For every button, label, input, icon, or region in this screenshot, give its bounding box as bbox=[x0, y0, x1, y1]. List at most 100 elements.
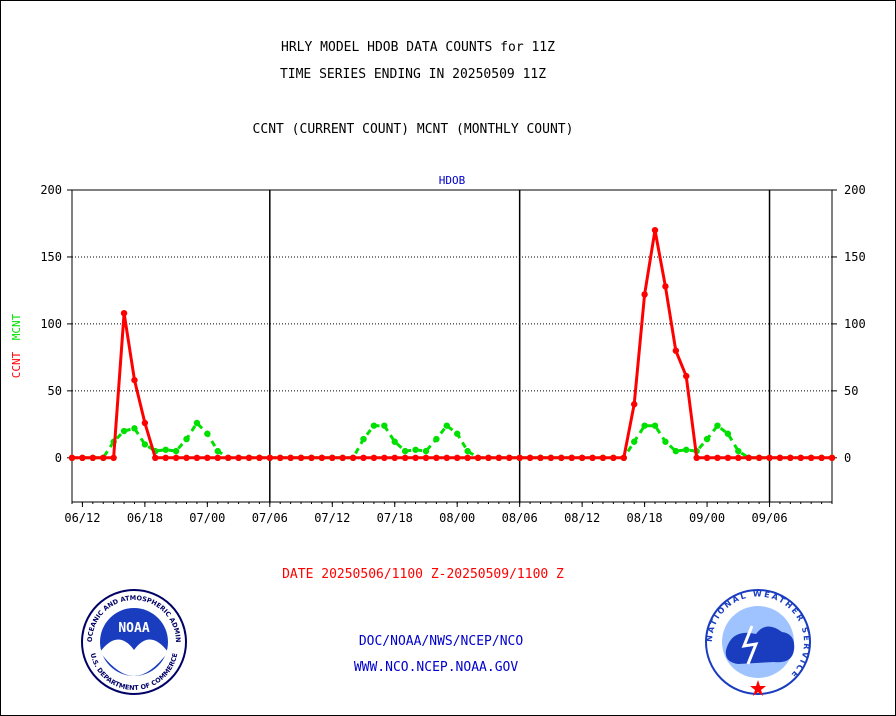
date-range-label: DATE 20250506/1100 Z-20250509/1100 Z bbox=[282, 567, 564, 582]
mcnt-point bbox=[401, 447, 409, 455]
ccnt-point bbox=[537, 454, 544, 462]
ccnt-point bbox=[516, 454, 523, 462]
mcnt-point bbox=[703, 435, 711, 443]
x-tick-label: 06/18 bbox=[127, 511, 163, 525]
mcnt-point bbox=[662, 438, 669, 445]
panel-label: HDOB bbox=[439, 174, 466, 187]
x-tick-label: 08/06 bbox=[502, 511, 538, 525]
ccnt-point bbox=[381, 454, 388, 462]
ccnt-point bbox=[745, 454, 752, 462]
ccnt-point bbox=[703, 454, 711, 462]
x-tick-label: 09/00 bbox=[689, 511, 725, 525]
ccnt-point bbox=[235, 454, 242, 462]
mcnt-point bbox=[630, 438, 638, 445]
ccnt-point bbox=[787, 454, 794, 462]
ccnt-point bbox=[599, 454, 607, 462]
ccnt-point bbox=[339, 454, 346, 462]
x-tick-label: 07/06 bbox=[252, 511, 288, 525]
mcnt-point bbox=[360, 435, 367, 443]
x-tick-label: 07/12 bbox=[314, 511, 350, 525]
mcnt-point bbox=[422, 447, 430, 455]
ccnt-point bbox=[828, 454, 836, 462]
ccnt-point bbox=[297, 454, 305, 462]
mcnt-point bbox=[433, 435, 440, 443]
grid-lines bbox=[72, 256, 832, 392]
ccnt-point bbox=[412, 454, 419, 462]
ccnt-point bbox=[224, 454, 232, 462]
ccnt-point bbox=[495, 454, 503, 462]
ccnt-point bbox=[474, 454, 482, 462]
ccnt-point bbox=[766, 454, 773, 462]
chart-legend-description: CCNT (CURRENT COUNT) MCNT (MONTHLY COUNT… bbox=[253, 122, 574, 137]
y-tick-label-left: 200 bbox=[40, 183, 62, 197]
ccnt-point bbox=[641, 291, 648, 298]
nws-logo-icon: NATIONAL WEATHER SERVICE bbox=[705, 589, 811, 696]
ccnt-point bbox=[651, 226, 659, 234]
ccnt-point bbox=[79, 454, 86, 462]
ccnt-point bbox=[172, 454, 180, 462]
mcnt-point bbox=[412, 446, 419, 453]
ccnt-point bbox=[329, 454, 336, 462]
y-tick-label-right: 50 bbox=[844, 384, 858, 398]
ccnt-point bbox=[152, 454, 159, 462]
mcnt-point bbox=[454, 430, 461, 437]
mcnt-point bbox=[735, 447, 742, 455]
mcnt-point bbox=[370, 422, 378, 429]
ccnt-point bbox=[68, 454, 76, 462]
y-tick-label-left: 0 bbox=[55, 451, 62, 465]
mcnt-point bbox=[204, 430, 211, 437]
ccnt-point bbox=[693, 454, 700, 462]
ccnt-point bbox=[349, 454, 357, 462]
ccnt-point bbox=[672, 347, 680, 354]
mcnt-point bbox=[162, 446, 169, 453]
mcnt-point bbox=[464, 447, 471, 455]
mcnt-point bbox=[183, 435, 190, 443]
ccnt-point bbox=[776, 454, 784, 462]
ccnt-point bbox=[485, 454, 492, 462]
ccnt-point bbox=[610, 454, 617, 462]
x-tick-label: 08/18 bbox=[627, 511, 663, 525]
noaa-logo-text: NOAA bbox=[118, 621, 149, 636]
ccnt-point bbox=[454, 454, 461, 462]
mcnt-point bbox=[443, 422, 450, 429]
ccnt-point bbox=[266, 454, 274, 462]
ccnt-point bbox=[162, 454, 169, 462]
ccnt-point bbox=[568, 454, 575, 462]
ccnt-point bbox=[370, 454, 378, 462]
mcnt-point bbox=[120, 427, 128, 435]
ccnt-point bbox=[443, 454, 450, 462]
y-tick-label-left: 150 bbox=[40, 250, 62, 264]
mcnt-point bbox=[172, 447, 180, 455]
y-axis-label-ccnt: CCNT bbox=[10, 351, 23, 378]
ccnt-point bbox=[589, 454, 596, 462]
ccnt-point bbox=[464, 454, 471, 462]
ccnt-point bbox=[558, 454, 565, 462]
y-tick-label-left: 50 bbox=[48, 384, 62, 398]
x-tick-label: 08/12 bbox=[564, 511, 600, 525]
ccnt-point bbox=[433, 454, 440, 462]
ccnt-point bbox=[256, 454, 263, 462]
ccnt-point bbox=[401, 454, 409, 462]
day-boundary-lines bbox=[269, 190, 771, 502]
y-tick-label-left: 100 bbox=[40, 317, 62, 331]
x-tick-label: 06/12 bbox=[64, 511, 100, 525]
y-tick-labels-right: 0 50 100 150 200 bbox=[832, 183, 866, 465]
ccnt-point bbox=[526, 454, 534, 462]
x-tick-label: 07/18 bbox=[377, 511, 413, 525]
mcnt-point bbox=[724, 430, 732, 437]
mcnt-point bbox=[214, 447, 221, 455]
plot-area bbox=[71, 189, 833, 503]
ccnt-point bbox=[204, 454, 211, 462]
ccnt-point bbox=[797, 454, 804, 462]
ccnt-point bbox=[360, 454, 367, 462]
x-tick-label: 08/00 bbox=[439, 511, 475, 525]
ccnt-point bbox=[193, 454, 201, 462]
y-tick-label-right: 100 bbox=[844, 317, 866, 331]
ccnt-point bbox=[141, 419, 149, 427]
ccnt-point bbox=[506, 454, 513, 462]
y-axis-label-mcnt: MCNT bbox=[10, 313, 23, 340]
x-tick-labels: 06/12 06/18 07/00 07/06 07/12 07/18 08/00 08/06… bbox=[64, 502, 833, 525]
mcnt-point bbox=[651, 422, 659, 429]
mcnt-point bbox=[131, 425, 138, 432]
mcnt-point bbox=[714, 422, 721, 429]
